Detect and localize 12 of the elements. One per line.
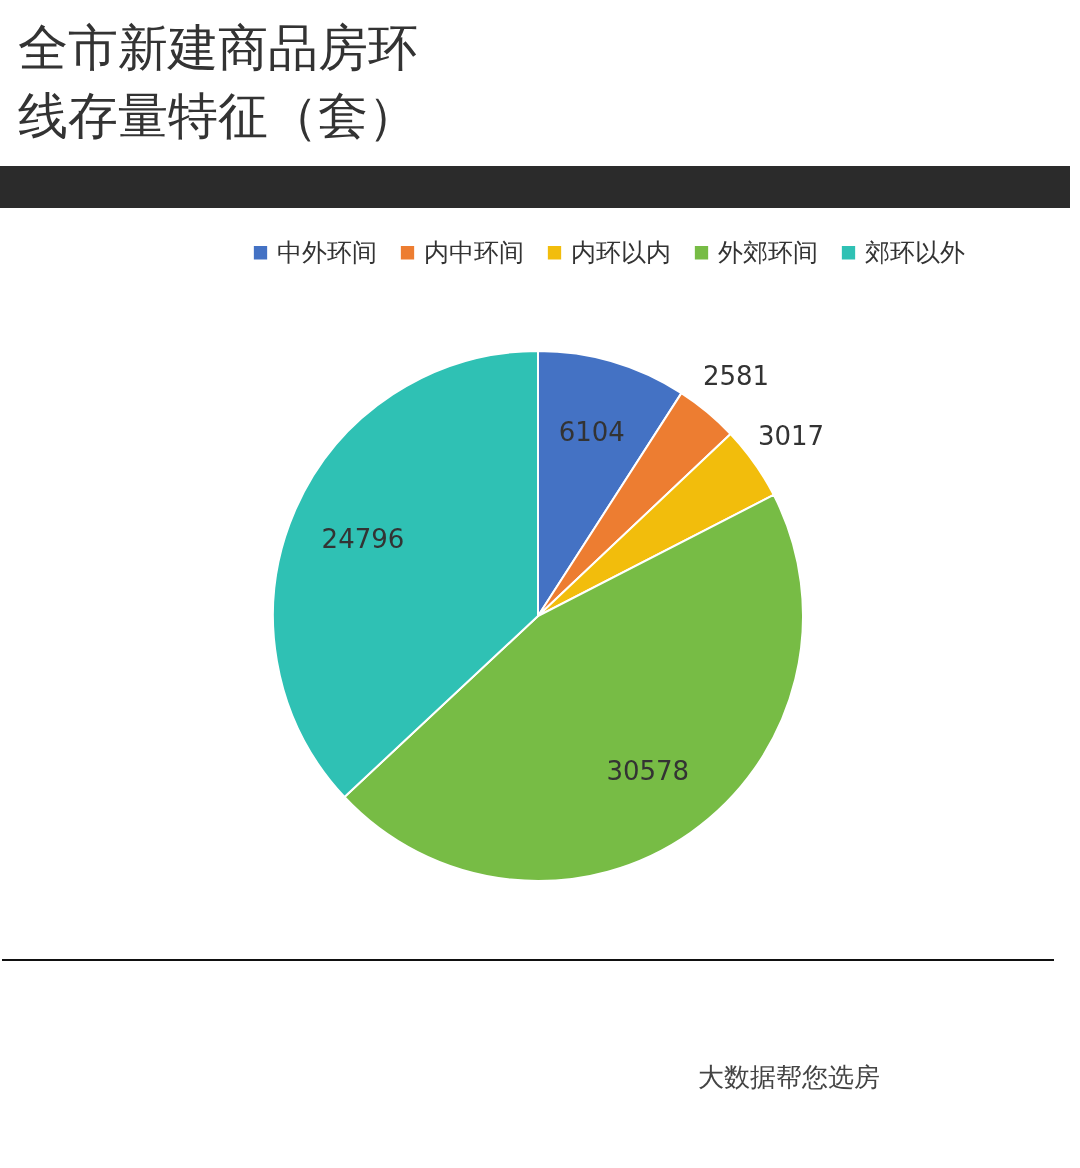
legend-label: 中外环间 — [277, 237, 377, 267]
legend-label: 郊环以外 — [865, 237, 965, 267]
data-label: 30578 — [606, 756, 690, 787]
text: 大数据帮您选房 — [698, 1061, 880, 1094]
data-label: 2581 — [702, 361, 770, 392]
legend-label: 内中环间 — [424, 237, 524, 267]
legend-label: 外郊环间 — [718, 237, 818, 267]
data-label: 24796 — [321, 524, 405, 555]
legend-label: 内环以内 — [571, 237, 671, 267]
data-label: 3017 — [757, 420, 825, 451]
data-label: 6104 — [558, 416, 625, 447]
chart-title: 全市新建商品房环线存量特征（套） — [18, 18, 419, 147]
